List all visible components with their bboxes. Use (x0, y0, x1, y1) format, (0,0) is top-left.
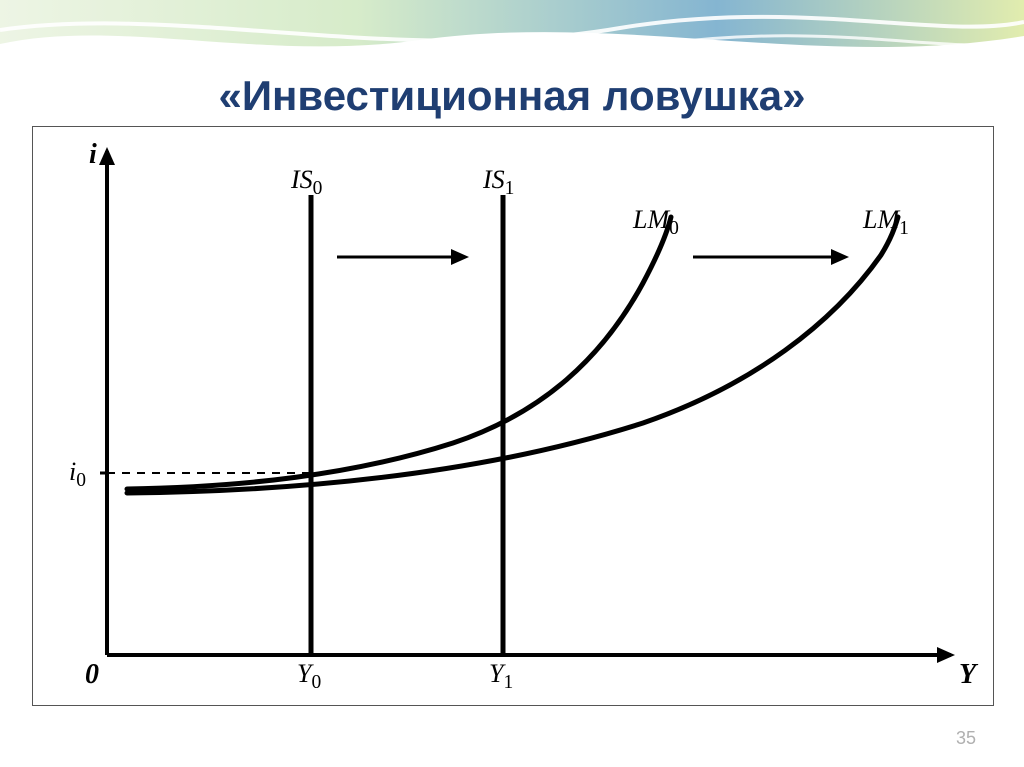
label-LM1: LM1 (863, 205, 909, 240)
chart-frame: i Y 0 i0 IS0 IS1 LM0 LM1 Y0 Y1 (32, 126, 994, 706)
page-title: «Инвестиционная ловушка» (0, 72, 1024, 120)
origin-label: 0 (85, 659, 99, 691)
label-IS0: IS0 (291, 165, 322, 200)
axis-label-i: i (89, 139, 97, 171)
label-Y0: Y0 (297, 659, 321, 694)
decor-wave (0, 0, 1024, 80)
label-i0: i0 (69, 457, 86, 492)
label-IS1: IS1 (483, 165, 514, 200)
label-LM0: LM0 (633, 205, 679, 240)
axis-label-Y: Y (959, 659, 976, 691)
label-Y1: Y1 (489, 659, 513, 694)
islm-chart (33, 127, 993, 705)
page-number: 35 (956, 728, 976, 749)
